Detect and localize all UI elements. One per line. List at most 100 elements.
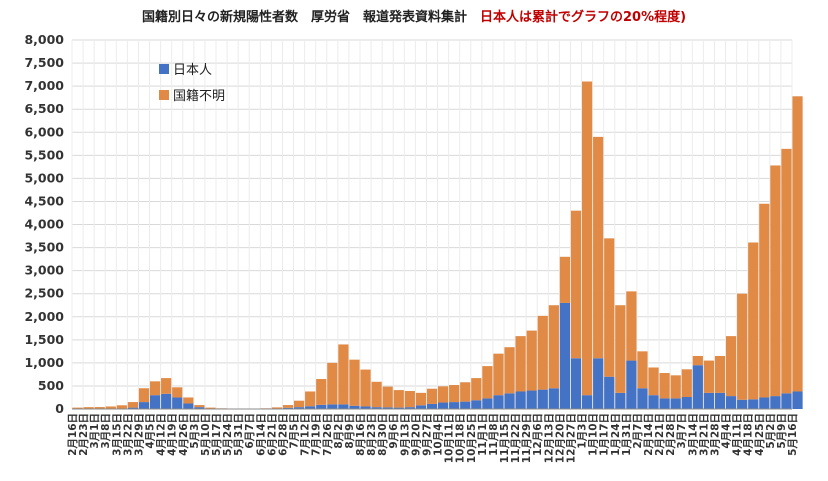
bar-japanese [725, 396, 737, 409]
bar-japanese [593, 358, 604, 409]
x-tick-label: 4月4日 [721, 413, 733, 449]
x-tick-label: 2月16日 [67, 413, 79, 456]
bar-unknown-nationality [161, 378, 172, 394]
bar-unknown-nationality [515, 336, 526, 392]
bar-japanese [338, 404, 349, 409]
bar-unknown-nationality [548, 305, 559, 389]
bar-unknown-nationality [714, 355, 726, 393]
x-tick-label: 11月15日 [499, 413, 511, 463]
bar-unknown-nationality [282, 405, 294, 408]
bar-japanese [316, 404, 327, 409]
x-tick-label: 4月25日 [754, 413, 766, 456]
y-tick-label: 7,000 [24, 78, 64, 93]
x-tick-label: 10月11日 [444, 413, 456, 463]
bar-japanese [415, 405, 427, 409]
bar-unknown-nationality [305, 391, 316, 407]
bar-unknown-nationality [737, 293, 748, 400]
x-tick-label: 7月19日 [311, 413, 323, 456]
bar-unknown-nationality [493, 353, 504, 396]
bar-japanese [515, 391, 526, 409]
x-tick-label: 3月8日 [100, 413, 112, 449]
bar-japanese [138, 402, 150, 409]
bar-japanese [681, 397, 692, 409]
y-tick-label: 7,500 [24, 55, 64, 70]
x-tick-label: 4月12日 [156, 413, 168, 456]
x-tick-label: 10月25日 [466, 413, 478, 463]
x-tick-label: 1月31日 [621, 413, 633, 456]
bar-japanese [371, 407, 382, 409]
y-tick-label: 1,500 [24, 332, 64, 347]
legend-swatch-unknown [159, 90, 169, 100]
bar-unknown-nationality [271, 407, 283, 409]
y-tick-label: 8,000 [24, 32, 64, 47]
x-tick-label: 11月1日 [477, 413, 489, 456]
bar-unknown-nationality [748, 242, 759, 400]
bar-unknown-nationality [194, 405, 205, 408]
x-tick-label: 8月30日 [377, 413, 389, 456]
x-tick-label: 12月27日 [565, 413, 577, 463]
bar-unknown-nationality [703, 360, 715, 393]
bar-unknown-nationality [692, 355, 703, 366]
bar-japanese [548, 388, 559, 409]
x-tick-label: 3月29日 [133, 413, 145, 456]
x-tick-label: 9月6日 [388, 413, 400, 449]
chart-title-main: 国籍別日々の新規陽性者数 厚労省 報道発表資料集計 [141, 10, 467, 25]
bar-unknown-nationality [581, 81, 593, 396]
bar-japanese [781, 393, 792, 409]
x-tick-label: 8月2日 [333, 413, 345, 449]
bar-japanese [360, 406, 371, 409]
bar-japanese [504, 393, 515, 409]
bar-unknown-nationality [659, 373, 670, 399]
bar-japanese [615, 392, 626, 409]
bar-unknown-nationality [648, 367, 659, 396]
x-tick-label: 5月24日 [222, 413, 234, 456]
bar-japanese [648, 395, 659, 409]
bar-japanese [714, 392, 726, 409]
bar-japanese [327, 404, 338, 409]
legend-label-japanese: 日本人 [173, 63, 212, 78]
x-tick-label: 12月6日 [532, 413, 544, 456]
x-tick-label: 3月28日 [709, 413, 721, 456]
bar-unknown-nationality [105, 406, 116, 409]
bar-unknown-nationality [415, 392, 427, 406]
bar-japanese [471, 400, 482, 409]
x-tick-label: 8月16日 [355, 413, 367, 456]
bar-unknown-nationality [94, 407, 105, 409]
x-tick-label: 4月26日 [178, 413, 190, 456]
bar-unknown-nationality [293, 400, 305, 408]
bar-japanese [559, 302, 571, 409]
bar-unknown-nationality [393, 390, 404, 408]
bar-unknown-nationality [759, 203, 770, 398]
bar-japanese [493, 395, 504, 409]
bar-japanese [460, 401, 471, 409]
bar-unknown-nationality [437, 386, 449, 403]
x-tick-label: 6月21日 [266, 413, 278, 456]
bar-unknown-nationality [637, 351, 648, 389]
x-tick-label: 3月7日 [676, 413, 688, 449]
bar-japanese [626, 360, 637, 409]
chart-title-note: 日本人は累計でグラフの20%程度) [479, 10, 687, 25]
bar-japanese [393, 407, 404, 409]
x-tick-label: 4月5日 [145, 413, 157, 449]
x-tick-label: 11月8日 [488, 413, 500, 456]
bar-unknown-nationality [537, 315, 548, 390]
bar-japanese [437, 402, 449, 409]
bar-unknown-nationality [316, 379, 327, 405]
x-tick-label: 8月23日 [366, 413, 378, 456]
bar-unknown-nationality [681, 369, 692, 398]
bar-japanese [282, 407, 294, 409]
bar-unknown-nationality [504, 347, 515, 394]
bar-unknown-nationality [792, 96, 803, 392]
x-tick-label: 3月21日 [698, 413, 710, 456]
x-tick-label: 1月10日 [588, 413, 600, 456]
bar-japanese [703, 392, 715, 409]
x-tick-label: 11月29日 [521, 413, 533, 463]
bar-japanese [349, 405, 360, 409]
y-tick-label: 3,500 [24, 240, 64, 255]
bar-japanese [570, 358, 582, 409]
bar-unknown-nationality [460, 382, 471, 402]
y-tick-label: 4,000 [24, 217, 64, 232]
x-tick-label: 5月10日 [200, 413, 212, 456]
x-tick-label: 2月28日 [665, 413, 677, 456]
x-tick-label: 8月9日 [344, 413, 356, 449]
